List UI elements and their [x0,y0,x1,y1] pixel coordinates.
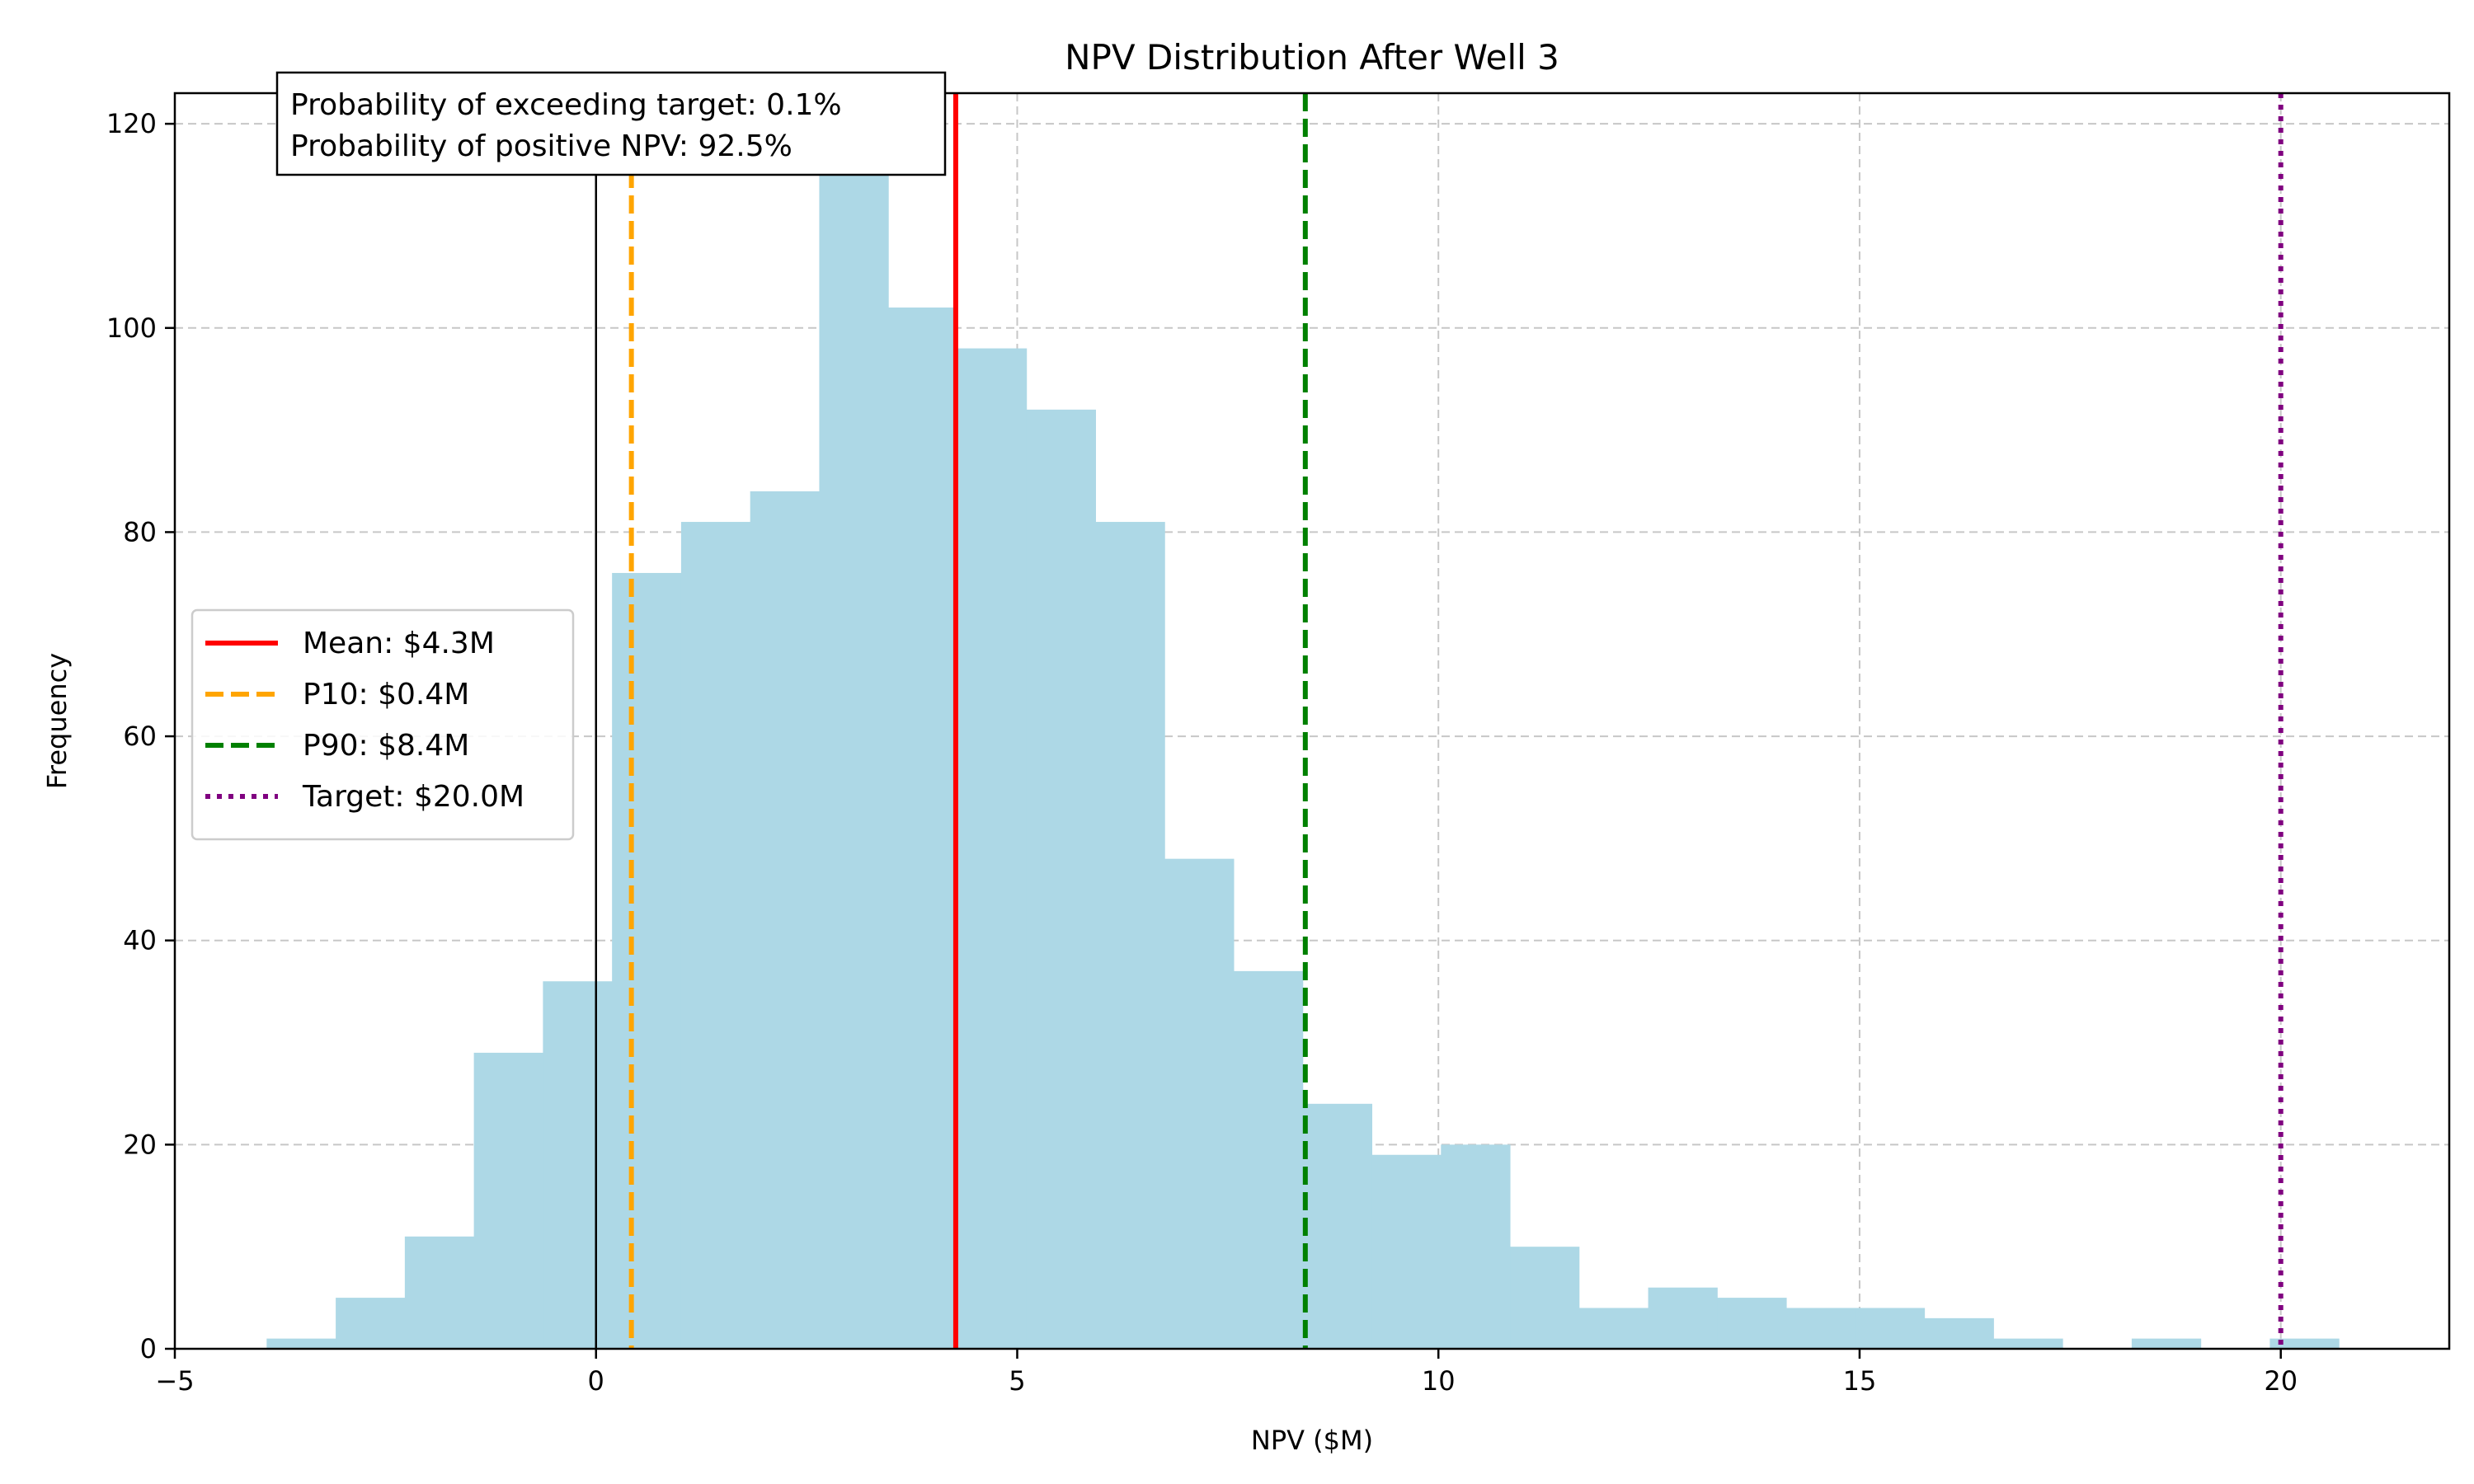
histogram-bar-17 [1441,1144,1511,1349]
y-tick-label-2: 40 [123,925,157,956]
x-tick-label-0: −5 [155,1365,194,1397]
legend-frame [190,608,575,841]
histogram-bar-20 [1648,1287,1718,1349]
histogram-bar-14 [1234,970,1304,1349]
plot-frame [173,92,2451,1350]
annotation-line-1: Probability of positive NPV: 92.5% [290,129,793,163]
histogram-bar-4 [543,981,613,1349]
histogram-bar-9 [888,308,958,1349]
x-tick-label-5: 20 [2264,1365,2298,1397]
histogram-bar-11 [1026,409,1096,1350]
histogram-bar-19 [1578,1308,1649,1349]
y-tick-label-6: 120 [106,108,157,139]
y-tick-label-1: 20 [123,1129,157,1160]
histogram-bar-24 [1924,1317,1994,1349]
y-tick-label-5: 100 [106,312,157,344]
chart-title: NPV Distribution After Well 3 [1065,37,1559,77]
x-axis-ticks: −5 0 5 10 15 20 [155,1349,2298,1397]
histogram-bars [266,154,2340,1350]
histogram-bar-5 [612,572,682,1349]
histogram-bar-8 [819,154,889,1349]
histogram-bar-1 [336,1298,406,1349]
legend-label-p90: P90: $8.4M [303,729,469,763]
y-tick-label-3: 60 [123,721,157,752]
histogram-bar-25 [1993,1338,2063,1349]
y-tick-label-0: 0 [140,1333,157,1364]
annotation-line-0: Probability of exceeding target: 0.1% [290,88,842,122]
probability-annotation: Probability of exceeding target: 0.1% Pro… [275,71,947,176]
histogram-bar-21 [1717,1298,1787,1349]
x-axis-title: NPV ($M) [1251,1425,1373,1456]
histogram-bar-12 [1095,522,1165,1349]
y-axis-title: Frequency [41,653,73,789]
legend-label-p10: P10: $0.4M [303,678,469,711]
histogram-bar-6 [680,522,751,1349]
histogram-bar-2 [404,1236,475,1349]
legend-label-mean: Mean: $4.3M [303,627,495,660]
histogram-bar-13 [1164,858,1235,1349]
histogram-bar-15 [1302,1103,1373,1349]
histogram-bar-18 [1510,1247,1580,1349]
reference-lines [595,93,2284,1349]
y-tick-label-4: 80 [123,516,157,547]
histogram-bar-16 [1371,1154,1442,1349]
x-tick-label-2: 5 [1009,1365,1025,1397]
annotation-frame [275,71,947,176]
x-tick-label-3: 10 [1422,1365,1456,1397]
histogram-bar-23 [1855,1308,1926,1349]
x-tick-label-1: 0 [588,1365,604,1397]
histogram-bar-27 [2131,1338,2202,1349]
histogram-bar-0 [266,1338,336,1349]
histogram-bar-29 [2269,1338,2340,1349]
histogram-bar-10 [957,348,1028,1349]
y-axis-ticks: 0 20 40 60 80 100 120 [106,108,175,1364]
histogram-bar-7 [750,491,820,1349]
histogram-bar-3 [473,1052,543,1349]
histogram-bar-22 [1786,1308,1856,1349]
legend-label-target: Target: $20.0M [302,780,524,814]
x-tick-label-4: 15 [1843,1365,1877,1397]
legend: Mean: $4.3M P10: $0.4M P90: $8.4M Target: $… [190,608,575,841]
